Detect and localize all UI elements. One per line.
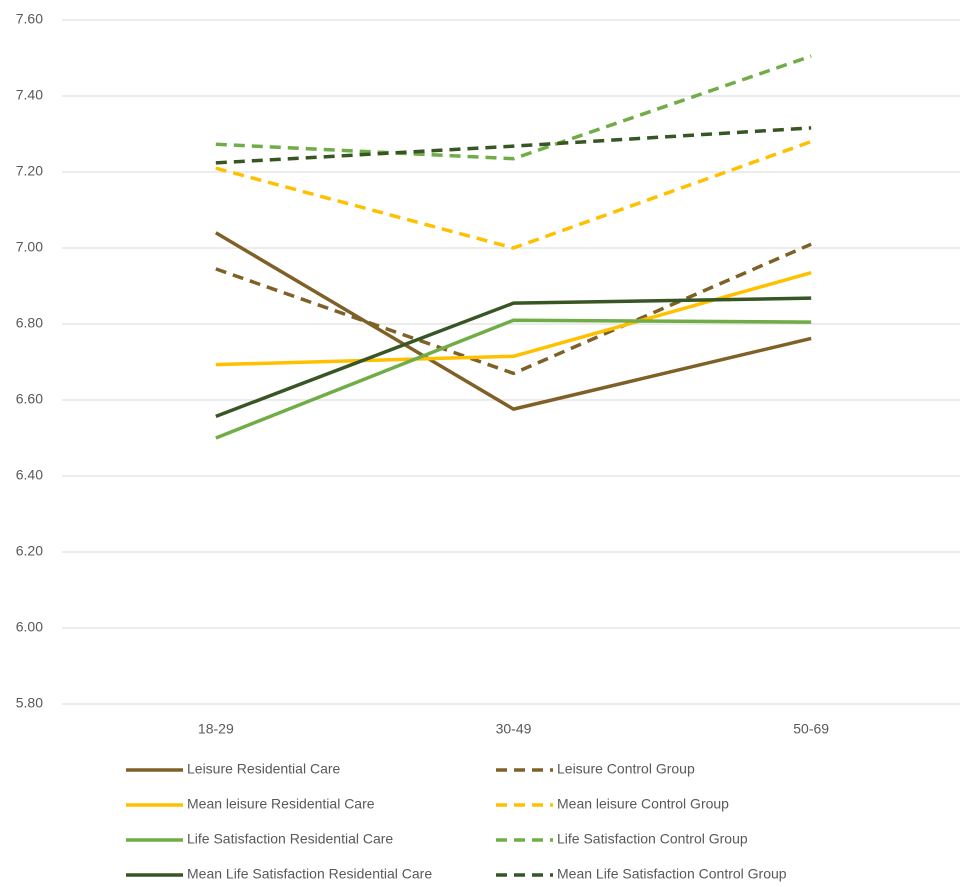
series-line — [215, 126, 812, 165]
series-line — [214, 231, 812, 411]
series-line — [215, 139, 812, 250]
y-tick-label: 7.00 — [16, 239, 43, 255]
series-line — [215, 54, 812, 161]
legend-label: Leisure Residential Care — [187, 761, 341, 777]
y-tick-label: 7.60 — [16, 11, 43, 27]
legend-label: Life Satisfaction Control Group — [557, 831, 748, 847]
y-tick-label: 6.40 — [16, 467, 43, 483]
y-tick-label: 6.20 — [16, 543, 43, 559]
y-tick-label: 6.60 — [16, 391, 43, 407]
series-line — [215, 296, 812, 418]
legend-label: Mean Life Satisfaction Residential Care — [187, 866, 432, 882]
y-tick-label: 6.00 — [16, 619, 43, 635]
x-tick-label: 30-49 — [496, 721, 532, 737]
series-line — [215, 318, 812, 440]
y-tick-label: 6.80 — [16, 315, 43, 331]
y-tick-label: 7.20 — [16, 163, 43, 179]
legend-label: Mean leisure Control Group — [557, 796, 729, 812]
legend-label: Mean Life Satisfaction Control Group — [557, 866, 787, 882]
legend-label: Mean leisure Residential Care — [187, 796, 375, 812]
x-tick-label: 50-69 — [793, 721, 829, 737]
y-tick-label: 7.40 — [16, 87, 43, 103]
y-tick-label: 5.80 — [16, 695, 43, 711]
series-line — [215, 242, 812, 376]
legend-label: Leisure Control Group — [557, 761, 695, 777]
x-tick-label: 18-29 — [198, 721, 234, 737]
legend-label: Life Satisfaction Residential Care — [187, 831, 393, 847]
